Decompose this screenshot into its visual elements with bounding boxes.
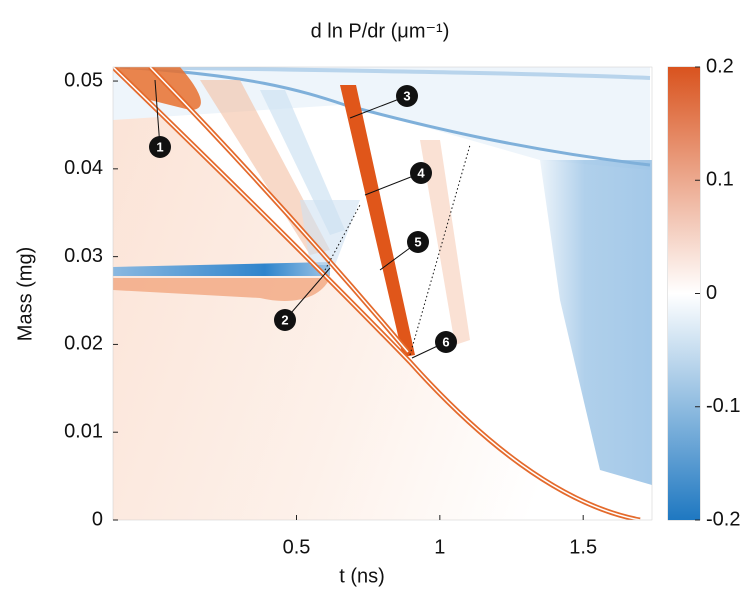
annotation-circle [149,136,171,158]
y-tick-label: 0 [92,508,103,530]
colorbar [668,67,700,520]
field [113,67,652,520]
annotation-marker: 2 [274,309,296,331]
annotation-marker: 5 [407,231,429,253]
x-axis-label: t (ns) [339,565,385,587]
x-tick-label: 0.5 [283,536,311,558]
colorbar-tick-label: 0.1 [706,169,734,191]
x-tick-label: 1 [434,536,445,558]
annotation-label: 3 [403,88,410,103]
annotation-circle [274,309,296,331]
x-tick-label: 1.5 [569,536,597,558]
y-tick-label: 0.05 [64,69,103,91]
annotation-marker: 3 [396,85,418,107]
colorbar-tick-label: -0.1 [706,395,740,417]
annotation-pointer [284,267,331,321]
annotation-circle [396,85,418,107]
annotation-marker: 1 [149,136,171,158]
y-tick-label: 0.03 [64,245,103,267]
annotation-marker: 6 [435,331,457,353]
colorbar-tick-label: 0.2 [706,55,734,77]
annotation-pointer [154,79,161,148]
y-axis-label: Mass (mg) [14,247,36,341]
y-tick-label: 0.02 [64,333,103,355]
colorbar-tick-label: -0.2 [706,508,740,530]
y-tick-label: 0.04 [64,157,103,179]
annotation-circle [435,331,457,353]
annotation-label: 6 [442,334,449,349]
y-tick-label: 0.01 [64,420,103,442]
annotation-label: 4 [417,165,425,180]
plot-frame [112,66,653,521]
annotation-circle [407,231,429,253]
annotation-label: 5 [414,234,421,249]
annotation-marker: 4 [410,162,432,184]
annotation-label: 2 [281,312,288,327]
chart-title: d ln P/dr (μm⁻¹) [311,20,450,42]
annotation-label: 1 [156,139,163,154]
annotation-circle [410,162,432,184]
colorbar-tick-label: 0 [706,282,717,304]
